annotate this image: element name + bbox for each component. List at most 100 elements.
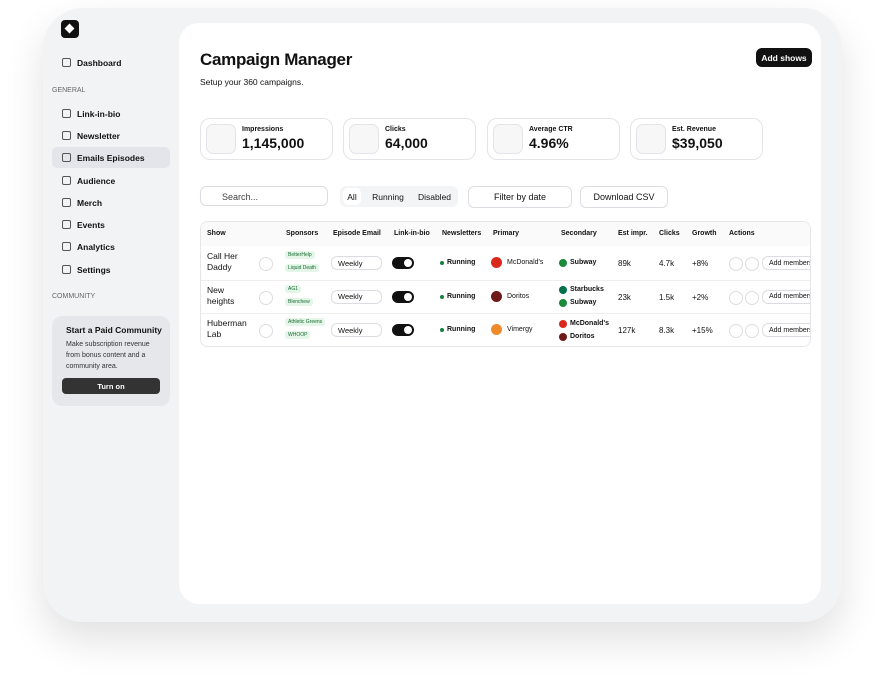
section-label: GENERAL bbox=[52, 87, 86, 94]
filter-tab[interactable]: Running bbox=[372, 192, 404, 202]
status-dot bbox=[440, 328, 444, 332]
growth: +8% bbox=[692, 259, 709, 268]
clicks: 8.3k bbox=[659, 326, 675, 335]
add-members-button[interactable]: Add members bbox=[762, 289, 810, 304]
email-select[interactable]: Weekly bbox=[331, 323, 382, 337]
sponsor-tag: AG1 bbox=[285, 284, 302, 293]
section-label: COMMUNITY bbox=[52, 293, 96, 300]
toggle-knob bbox=[404, 292, 412, 301]
stat-label: Average CTR bbox=[529, 126, 573, 133]
column-header: Newsletters bbox=[442, 230, 482, 237]
primary-logo bbox=[491, 290, 502, 302]
nav-icon bbox=[62, 109, 71, 118]
stat-value: $39,050 bbox=[672, 135, 723, 151]
action-icon[interactable] bbox=[729, 290, 743, 305]
column-header: Est impr. bbox=[618, 230, 648, 237]
link-icon[interactable] bbox=[259, 257, 273, 271]
nav-icon bbox=[62, 242, 71, 251]
filter-group bbox=[340, 186, 458, 207]
stat-value: 1,145,000 bbox=[242, 135, 305, 151]
sponsor-tag: Athletic Greens bbox=[285, 318, 326, 326]
nav-item[interactable]: Newsletter bbox=[77, 131, 120, 141]
add-members-button[interactable]: Add members bbox=[762, 256, 810, 270]
table-frame bbox=[200, 221, 811, 347]
column-header: Show bbox=[207, 230, 226, 237]
nav-icon bbox=[62, 131, 71, 140]
secondary-sponsor: Starbucks bbox=[570, 286, 604, 293]
table-header-bg bbox=[201, 222, 810, 246]
row-divider bbox=[201, 313, 810, 314]
filter-tab[interactable]: All bbox=[347, 192, 357, 202]
nav-active-bg bbox=[52, 147, 170, 168]
toggle-knob bbox=[404, 326, 412, 334]
action-icon[interactable] bbox=[745, 290, 759, 305]
add-members-button[interactable]: Add members bbox=[762, 323, 810, 337]
primary-sponsor[interactable]: Doritos bbox=[507, 292, 530, 300]
nav-item[interactable]: Settings bbox=[77, 265, 111, 275]
action-icon[interactable] bbox=[745, 257, 759, 271]
status-dot bbox=[440, 294, 444, 299]
nav-icon bbox=[62, 265, 71, 274]
add-shows-button[interactable]: Add shows bbox=[756, 48, 812, 67]
promo-text: Make subscription revenue from bonus con… bbox=[66, 341, 150, 370]
sponsor-tag: Blenchew bbox=[285, 297, 313, 306]
est-impressions: 89k bbox=[618, 259, 631, 268]
nav-item[interactable]: Dashboard bbox=[77, 58, 122, 68]
stat-icon bbox=[206, 124, 236, 154]
show-name[interactable]: New heights bbox=[207, 284, 235, 306]
secondary-logo bbox=[559, 332, 567, 341]
stat-icon bbox=[349, 124, 379, 154]
est-impressions: 127k bbox=[618, 326, 636, 335]
column-header: Actions bbox=[729, 230, 755, 237]
page-subtitle: Setup your 360 campaigns. bbox=[200, 77, 304, 87]
primary-sponsor[interactable]: Vimergy bbox=[507, 326, 533, 333]
action-icon[interactable] bbox=[729, 324, 743, 338]
nav-item[interactable]: Link-in-bio bbox=[77, 109, 121, 119]
clicks: 4.7k bbox=[659, 259, 675, 268]
email-select[interactable]: Weekly bbox=[331, 289, 382, 304]
logo[interactable] bbox=[61, 20, 79, 38]
stat-value: 64,000 bbox=[385, 135, 428, 151]
status-dot bbox=[440, 261, 444, 265]
link-icon[interactable] bbox=[259, 324, 273, 338]
nav-icon bbox=[62, 198, 71, 207]
email-select[interactable]: Weekly bbox=[331, 256, 382, 270]
promo-button[interactable]: Turn on bbox=[62, 378, 160, 394]
growth: +2% bbox=[692, 292, 709, 302]
nav-item[interactable]: Audience bbox=[77, 176, 116, 186]
primary-sponsor[interactable]: McDonald's bbox=[507, 259, 544, 266]
show-name[interactable]: Huberman Lab bbox=[207, 318, 247, 339]
link-icon[interactable] bbox=[259, 290, 273, 305]
nav-icon bbox=[62, 220, 71, 229]
download-button[interactable]: Download CSV bbox=[580, 186, 668, 208]
secondary-sponsor: McDonald's bbox=[570, 319, 610, 327]
nav-item[interactable]: Emails Episodes bbox=[77, 153, 145, 163]
column-header: Episode Email bbox=[333, 230, 381, 237]
action-icon[interactable] bbox=[745, 324, 759, 338]
search-box[interactable] bbox=[200, 186, 328, 206]
nav-item[interactable]: Events bbox=[77, 220, 105, 230]
clicks: 1.5k bbox=[659, 292, 675, 302]
column-header: Secondary bbox=[561, 230, 597, 237]
stat-label: Impressions bbox=[242, 126, 284, 133]
secondary-sponsor: Subway bbox=[570, 299, 597, 306]
secondary-logo bbox=[559, 299, 567, 307]
nav-item[interactable]: Merch bbox=[77, 198, 103, 208]
nav-item[interactable]: Analytics bbox=[77, 242, 115, 252]
secondary-logo bbox=[559, 319, 567, 328]
column-header: Primary bbox=[493, 230, 520, 237]
newsletter-status: Running bbox=[447, 326, 476, 333]
stat-value: 4.96% bbox=[529, 135, 569, 151]
stat-icon bbox=[636, 124, 666, 154]
nav-icon bbox=[62, 153, 71, 162]
column-header: Growth bbox=[692, 230, 717, 237]
date-filter[interactable]: Filter by date bbox=[468, 186, 572, 208]
show-name[interactable]: Call Her Daddy bbox=[207, 251, 238, 272]
filter-tab[interactable]: Disabled bbox=[417, 192, 452, 202]
secondary-logo bbox=[559, 286, 567, 294]
column-header: Clicks bbox=[659, 230, 680, 237]
column-header: Sponsors bbox=[286, 230, 319, 237]
action-icon[interactable] bbox=[729, 257, 743, 271]
newsletter-status: Running bbox=[447, 259, 476, 266]
